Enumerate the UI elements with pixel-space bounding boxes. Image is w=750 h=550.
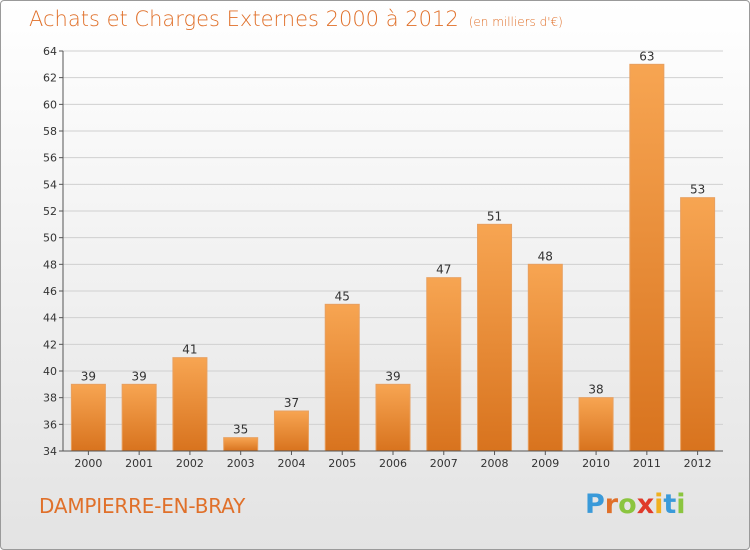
bar-value-label: 39 bbox=[385, 369, 400, 383]
y-tick-label: 54 bbox=[43, 178, 57, 191]
y-tick-label: 56 bbox=[43, 152, 57, 165]
y-tick-label: 46 bbox=[43, 285, 57, 298]
bar-value-label: 48 bbox=[538, 249, 553, 263]
y-tick-label: 44 bbox=[43, 312, 57, 325]
bar bbox=[375, 383, 411, 452]
chart-subtitle: (en milliers d'€) bbox=[468, 15, 563, 29]
bar bbox=[527, 263, 563, 452]
bar bbox=[172, 357, 208, 452]
bar bbox=[578, 397, 614, 452]
y-tick-label: 38 bbox=[43, 392, 57, 405]
y-tick-label: 58 bbox=[43, 125, 57, 138]
bar-value-label: 41 bbox=[182, 343, 197, 357]
logo-letter: i bbox=[676, 489, 686, 520]
bar-value-label: 38 bbox=[588, 383, 603, 397]
y-tick-label: 64 bbox=[43, 45, 57, 58]
y-tick-label: 36 bbox=[43, 418, 57, 431]
bar bbox=[121, 383, 157, 452]
bar bbox=[680, 197, 716, 452]
bar bbox=[273, 410, 309, 452]
y-axis-ticks: 34 36 38 40 42 44 46 48 50 52 54 56 58 60 62 64 bbox=[43, 45, 63, 458]
x-axis-ticks: 2000 2001 2002 2003 2004 2005 2006 2007 2008 2009… bbox=[74, 451, 712, 470]
bar bbox=[70, 383, 106, 452]
x-tick-label: 2002 bbox=[176, 457, 204, 470]
y-tick-label: 34 bbox=[43, 445, 57, 458]
x-tick-label: 2004 bbox=[277, 457, 305, 470]
bar-value-label: 37 bbox=[284, 396, 299, 410]
x-tick-label: 2000 bbox=[74, 457, 102, 470]
bars: 39 39 41 35 37 45 39 47 51 48 38 63 53 bbox=[70, 49, 716, 452]
bar bbox=[223, 437, 259, 452]
bar bbox=[629, 63, 665, 452]
commune-name: DAMPIERRE-EN-BRAY bbox=[39, 494, 246, 518]
x-tick-label: 2011 bbox=[633, 457, 661, 470]
x-tick-label: 2003 bbox=[227, 457, 255, 470]
y-tick-label: 60 bbox=[43, 98, 57, 111]
bar-value-label: 39 bbox=[132, 369, 147, 383]
y-tick-label: 42 bbox=[43, 338, 57, 351]
proxiti-logo: Proxiti bbox=[585, 489, 686, 520]
logo-letter: t bbox=[663, 489, 677, 520]
y-tick-label: 52 bbox=[43, 205, 57, 218]
logo-letter: o bbox=[618, 489, 637, 520]
bar-value-label: 45 bbox=[335, 289, 350, 303]
bar-value-label: 35 bbox=[233, 423, 248, 437]
bar-value-label: 47 bbox=[436, 263, 451, 277]
logo-letter: i bbox=[654, 489, 664, 520]
x-tick-label: 2006 bbox=[379, 457, 407, 470]
x-tick-label: 2009 bbox=[531, 457, 559, 470]
logo-letter: r bbox=[604, 489, 619, 520]
x-tick-label: 2010 bbox=[582, 457, 610, 470]
bar-value-label: 39 bbox=[81, 369, 96, 383]
logo-letter: x bbox=[636, 489, 655, 520]
x-tick-label: 2008 bbox=[481, 457, 509, 470]
x-tick-label: 2005 bbox=[328, 457, 356, 470]
bar bbox=[477, 223, 513, 452]
y-tick-label: 62 bbox=[43, 72, 57, 85]
bar bbox=[426, 277, 462, 452]
bar bbox=[324, 303, 360, 452]
chart-title: Achats et Charges Externes 2000 à 2012 (e… bbox=[29, 7, 563, 31]
bar-value-label: 63 bbox=[639, 49, 654, 63]
x-tick-label: 2001 bbox=[125, 457, 153, 470]
x-tick-label: 2012 bbox=[684, 457, 712, 470]
y-tick-label: 48 bbox=[43, 258, 57, 271]
x-tick-label: 2007 bbox=[430, 457, 458, 470]
logo-letter: P bbox=[585, 489, 605, 520]
y-tick-label: 50 bbox=[43, 232, 57, 245]
bar-value-label: 51 bbox=[487, 209, 502, 223]
bar-value-label: 53 bbox=[690, 183, 705, 197]
y-tick-label: 40 bbox=[43, 365, 57, 378]
